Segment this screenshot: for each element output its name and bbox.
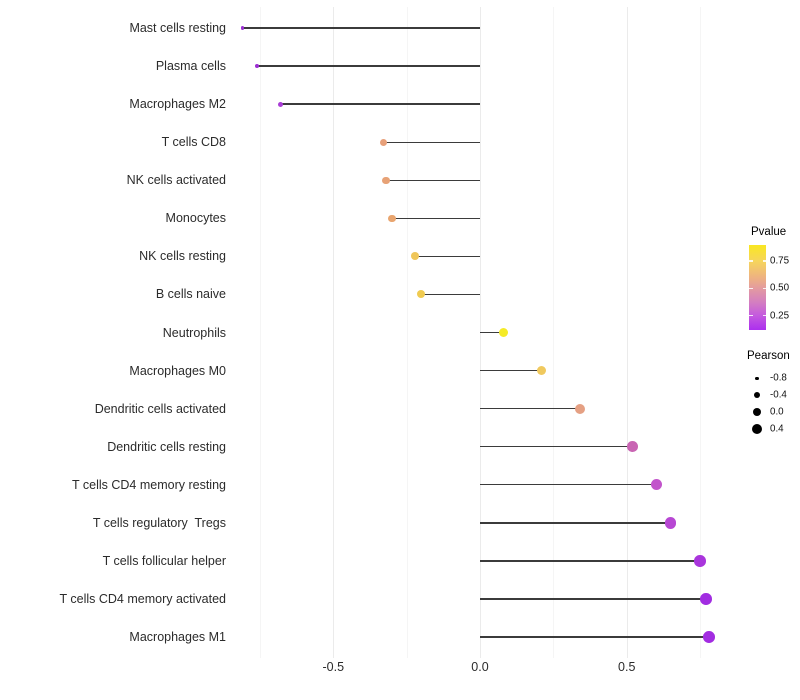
lollipop-stem [421,293,480,296]
lollipop-dot [240,26,244,30]
y-axis-label: Plasma cells [155,59,226,74]
gridline-major [626,7,628,658]
pvalue-legend-title: Pvalue [751,226,787,238]
y-axis-label: Dendritic cells activated [94,401,226,416]
lollipop-stem [480,560,701,562]
pearson-legend-title: Pearson [747,350,790,362]
gridline-minor [259,7,261,658]
lollipop-dot [700,593,712,605]
lollipop-dot [379,138,387,146]
y-axis-label: Macrophages M1 [129,630,226,645]
lollipop-stem [242,27,480,29]
lollipop-stem [480,369,542,372]
pearson-legend-dot [755,376,759,380]
y-axis-label: T cells CD4 memory activated [59,592,227,607]
pvalue-colorbar-tick-label: 0.50 [770,282,790,294]
lollipop-dot [417,290,426,299]
lollipop-dot [498,327,509,338]
lollipop-dot [665,517,677,529]
y-axis-label: T cells regulatory Tregs [92,515,226,530]
pearson-legend-label: 0.0 [770,406,784,418]
lollipop-dot [574,403,585,414]
lollipop-dot [382,176,390,184]
lollipop-stem [386,179,480,181]
x-axis-tick-label: -0.5 [322,660,345,674]
gridline-minor [553,7,555,658]
pearson-legend-label: 0.4 [770,423,784,435]
pearson-legend-label: -0.4 [770,389,787,401]
y-axis-label: T cells CD8 [161,135,226,150]
lollipop-stem [480,331,504,334]
y-axis-label: NK cells activated [126,173,226,188]
pvalue-colorbar-tick-label: 0.75 [770,255,790,267]
lollipop-stem [280,103,480,105]
x-axis-tick-label: 0.5 [618,660,636,674]
pearson-legend-dot [752,424,762,434]
pvalue-colorbar-tickmark [749,314,753,317]
y-axis-label: T cells CD4 memory resting [72,477,226,492]
y-axis-label: Macrophages M2 [129,97,226,112]
pvalue-colorbar-tickmark [762,260,766,262]
x-axis-tick-label: 0.0 [471,660,489,674]
gridline-major [333,7,335,658]
y-axis-label: Monocytes [165,211,226,226]
lollipop-dot [650,479,662,491]
pearson-legend-label: -0.8 [770,372,787,384]
lollipop-stem [391,217,480,219]
y-axis-label: Macrophages M0 [129,363,226,378]
lollipop-stem [480,446,633,448]
lollipop-stem [480,408,580,410]
pvalue-colorbar-tick-label: 0.25 [770,310,790,322]
y-axis-label: NK cells resting [139,249,226,264]
pvalue-colorbar [749,245,766,330]
lollipop-stem [480,598,706,600]
gridline-minor [700,7,702,658]
y-axis-label: T cells follicular helper [102,553,226,568]
lollipop-dot [411,252,420,261]
pearson-legend-dot [752,407,762,417]
pvalue-colorbar-tickmark [762,287,766,290]
lollipop-dot [254,63,260,69]
lollipop-stem [480,522,671,524]
pvalue-colorbar-tickmark [749,287,753,290]
pearson-legend-dot [753,391,761,399]
lollipop-dot [627,441,639,453]
y-axis-label: Mast cells resting [129,21,226,35]
lollipop-stem [480,484,657,486]
lollipop-dot [694,555,706,567]
lollipop-stem [480,636,709,638]
lollipop-stem [383,141,480,143]
lollipop-dot [388,214,396,222]
y-axis-label: Dendritic cells resting [107,439,226,454]
y-axis-label: B cells naive [155,287,226,302]
y-axis-label: Neutrophils [162,325,226,340]
lollipop-stem [415,255,480,258]
gridline-minor [406,7,408,658]
pvalue-colorbar-tickmark [749,260,753,262]
lollipop-dot [277,101,283,107]
lollipop-dot [703,631,715,644]
pvalue-colorbar-tickmark [762,314,766,317]
lollipop-dot [536,365,547,376]
lollipop-stem [256,65,480,67]
